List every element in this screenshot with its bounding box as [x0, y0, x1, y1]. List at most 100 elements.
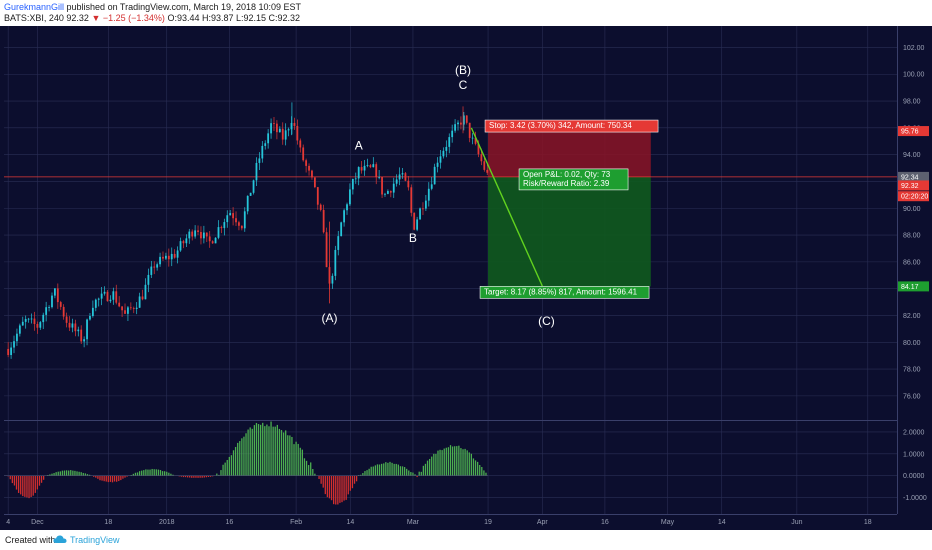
cloud-logo-icon — [53, 535, 67, 543]
wave-label: A — [355, 138, 363, 152]
last-price: 92.32 — [66, 13, 89, 23]
candle-body — [331, 275, 334, 284]
candle-body — [144, 284, 147, 300]
candle-body — [182, 241, 185, 244]
candle-body — [384, 193, 386, 195]
price-tick-label: 88.00 — [903, 233, 921, 240]
price-tag — [898, 126, 929, 137]
candle-body — [36, 324, 39, 328]
candle-body — [91, 307, 94, 317]
candle-body — [62, 306, 65, 317]
publish-info: published on TradingView.com, March 19, … — [64, 2, 302, 12]
candle-body — [360, 167, 363, 171]
candle-body — [7, 348, 10, 356]
candle-body — [281, 128, 284, 140]
candle-body — [389, 191, 392, 193]
candle-body — [80, 329, 83, 342]
candle-body — [439, 156, 442, 163]
price-tick-label: 76.00 — [903, 393, 921, 400]
candle-body — [264, 143, 267, 146]
candle-body — [118, 302, 121, 307]
axes: 102.00100.0098.0096.0094.0092.0090.0088.… — [6, 45, 929, 526]
candle-body — [141, 296, 144, 300]
candle-body — [173, 253, 176, 258]
candle-body — [135, 307, 138, 309]
candle-body — [270, 123, 272, 134]
price-tick-label: 80.00 — [903, 340, 921, 347]
wave-label: C — [459, 78, 468, 92]
price-tick-label: 78.00 — [903, 367, 921, 374]
candle-body — [454, 124, 456, 131]
price-tick-label: 90.00 — [903, 206, 921, 213]
candle-body — [340, 222, 343, 237]
candle-body — [179, 241, 182, 251]
candle-body — [477, 143, 480, 155]
price-tick-label: 102.00 — [903, 45, 925, 52]
candle-body — [97, 298, 100, 300]
stop-label-box[interactable] — [484, 119, 659, 133]
candle-body — [167, 255, 170, 260]
candle-body — [103, 291, 106, 294]
time-tick-label: Feb — [290, 519, 302, 526]
candle-body — [153, 266, 156, 268]
candle-body — [442, 150, 445, 157]
time-tick-label: Apr — [537, 519, 549, 526]
candle-body — [261, 145, 264, 159]
chart-canvas[interactable]: Stop: 3.42 (3.70%) 342, Amount: 750.34 Op… — [0, 26, 932, 530]
candle-body — [127, 307, 129, 314]
pnl-label-box[interactable] — [518, 168, 629, 191]
candle-body — [313, 177, 316, 188]
candle-body — [302, 147, 305, 161]
wave-label: (A) — [321, 311, 337, 325]
candle-body — [226, 215, 229, 223]
time-tick-label: Mar — [407, 519, 420, 526]
candle-body — [343, 210, 345, 223]
candle-body — [427, 188, 430, 201]
stop-label: Stop: 3.42 (3.70%) 342, Amount: 750.34 — [489, 121, 632, 130]
candle-body — [474, 137, 477, 144]
candle-body — [311, 170, 313, 178]
risk-reward-label: Risk/Reward Ratio: 2.39 — [523, 179, 610, 188]
candle-body — [202, 232, 205, 239]
time-tick-label: 14 — [346, 519, 354, 526]
candle-body — [255, 162, 258, 181]
wave-label: (B) — [455, 63, 471, 77]
candle-body — [162, 256, 164, 259]
candle-body — [372, 164, 375, 168]
candle-body — [299, 140, 302, 148]
candle-body — [483, 161, 486, 170]
candle-body — [176, 250, 179, 258]
candle-body — [457, 122, 459, 125]
price-change: −1.25 (−1.34%) — [102, 13, 165, 23]
author-link[interactable]: GurekmannGill — [4, 2, 65, 12]
time-tick-label: May — [661, 519, 675, 526]
candle-body — [433, 166, 436, 185]
candle-body — [54, 288, 56, 296]
tradingview-link[interactable]: TradingView — [70, 535, 120, 545]
candle-body — [392, 183, 395, 193]
projection-line — [470, 127, 543, 287]
position-overlay[interactable]: Stop: 3.42 (3.70%) 342, Amount: 750.34 Op… — [470, 119, 659, 299]
candle-body — [337, 236, 340, 250]
candle-body — [325, 232, 328, 268]
candle-body — [334, 249, 337, 276]
candle-body — [68, 322, 71, 328]
time-tick-label: 16 — [225, 519, 233, 526]
candle-body — [59, 302, 62, 307]
publish-line: GurekmannGill published on TradingView.c… — [4, 2, 301, 12]
candle-body — [401, 173, 404, 175]
candle-body — [381, 176, 383, 195]
candle-body — [246, 195, 249, 212]
oscillator-histogram — [4, 421, 489, 505]
candle-body — [480, 154, 483, 162]
candle-body — [462, 115, 465, 125]
time-tick-label: 19 — [484, 519, 492, 526]
candle-body — [436, 162, 439, 167]
candle-body — [21, 321, 24, 326]
candle-body — [273, 123, 275, 124]
candle-body — [147, 274, 150, 285]
candle-body — [39, 322, 42, 328]
target-label-box[interactable] — [479, 286, 650, 299]
candle-body — [150, 266, 153, 275]
candle-body — [395, 179, 398, 184]
